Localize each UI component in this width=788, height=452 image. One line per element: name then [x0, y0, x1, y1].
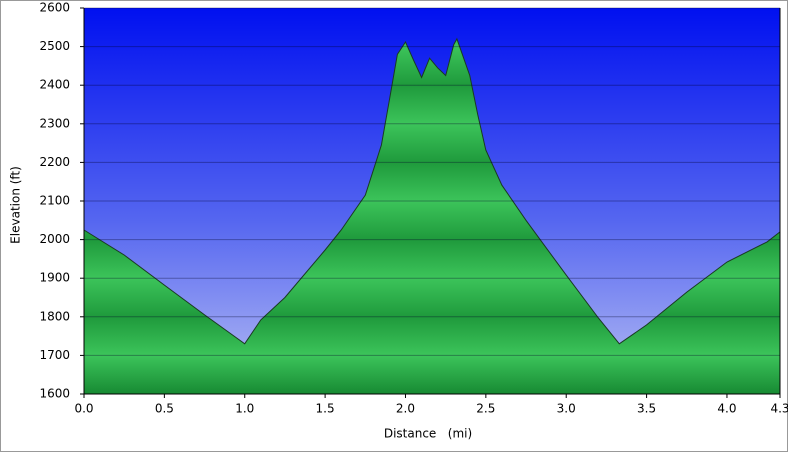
x-tick-label: 4.0 — [717, 402, 736, 416]
y-tick-label: 2600 — [39, 1, 70, 15]
y-axis-label: Elevation (ft) — [9, 166, 23, 244]
elevation-area — [84, 38, 780, 395]
y-tick-label: 2000 — [39, 232, 70, 246]
x-tick-label: 3.0 — [557, 402, 576, 416]
y-tick-label: 1600 — [39, 387, 70, 401]
y-tick-label: 2300 — [39, 116, 70, 130]
x-tick-label: 4.3 — [770, 402, 788, 416]
y-tick-label: 2200 — [39, 155, 70, 169]
y-tick-label: 2400 — [39, 78, 70, 92]
y-tick-label: 2100 — [39, 194, 70, 208]
y-tick-label: 2500 — [39, 39, 70, 53]
y-tick-label: 1900 — [39, 271, 70, 285]
elevation-line — [83, 37, 781, 345]
x-tick-label: 2.5 — [476, 402, 495, 416]
y-tick-label: 1700 — [39, 348, 70, 362]
x-axis-label: Distance (mi) — [384, 427, 472, 441]
y-tick-label: 1800 — [39, 309, 70, 323]
x-tick-label: 2.0 — [396, 402, 415, 416]
x-tick-label: 0.0 — [74, 402, 93, 416]
x-tick-label: 3.5 — [637, 402, 656, 416]
x-tick-label: 1.0 — [235, 402, 254, 416]
x-tick-label: 0.5 — [155, 402, 174, 416]
x-tick-label: 1.5 — [316, 402, 335, 416]
